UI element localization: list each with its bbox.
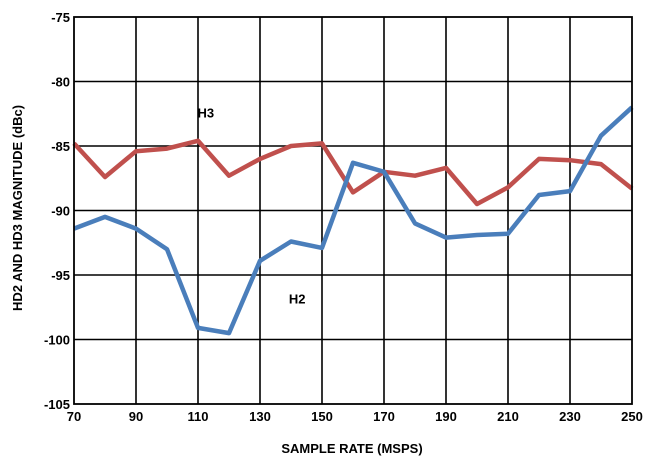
series-lines: [72, 105, 634, 336]
x-tick-label: 110: [188, 409, 209, 424]
x-tick-label: 230: [559, 409, 581, 424]
x-tick-label: 90: [129, 409, 143, 424]
y-axis-title: HD2 AND HD3 MAGNITUDE (dBc): [10, 105, 25, 311]
plot-border: [73, 16, 633, 405]
series-line-h2: [73, 105, 634, 336]
series-labels: H3 H2: [197, 106, 305, 307]
y-tick-label: -90: [51, 204, 70, 219]
plot-frame: [73, 16, 633, 405]
series-label-h3: H3: [197, 106, 214, 121]
x-tick-labels: 70 90 110 130 150 170 190 210 230 250: [67, 409, 643, 424]
x-tick-label: 150: [311, 409, 333, 424]
y-tick-label: -75: [51, 10, 70, 25]
series-line-h3: [72, 138, 634, 207]
y-tick-label: -85: [51, 139, 70, 154]
y-tick-label: -95: [51, 268, 70, 283]
x-tick-label: 210: [497, 409, 519, 424]
x-tick-label: 70: [67, 409, 81, 424]
y-tick-label: -105: [44, 397, 70, 412]
y-tick-label: -80: [51, 75, 70, 90]
x-tick-label: 130: [249, 409, 271, 424]
series-label-h2: H2: [289, 291, 306, 306]
x-tick-label: 250: [621, 409, 643, 424]
x-tick-label: 170: [373, 409, 395, 424]
x-axis-title: SAMPLE RATE (MSPS): [281, 441, 422, 456]
y-tick-labels: -75 -80 -85 -90 -95 -100 -105: [44, 10, 70, 412]
grid-lines: [74, 17, 632, 404]
y-tick-label: -100: [44, 333, 70, 348]
x-tick-label: 190: [435, 409, 457, 424]
